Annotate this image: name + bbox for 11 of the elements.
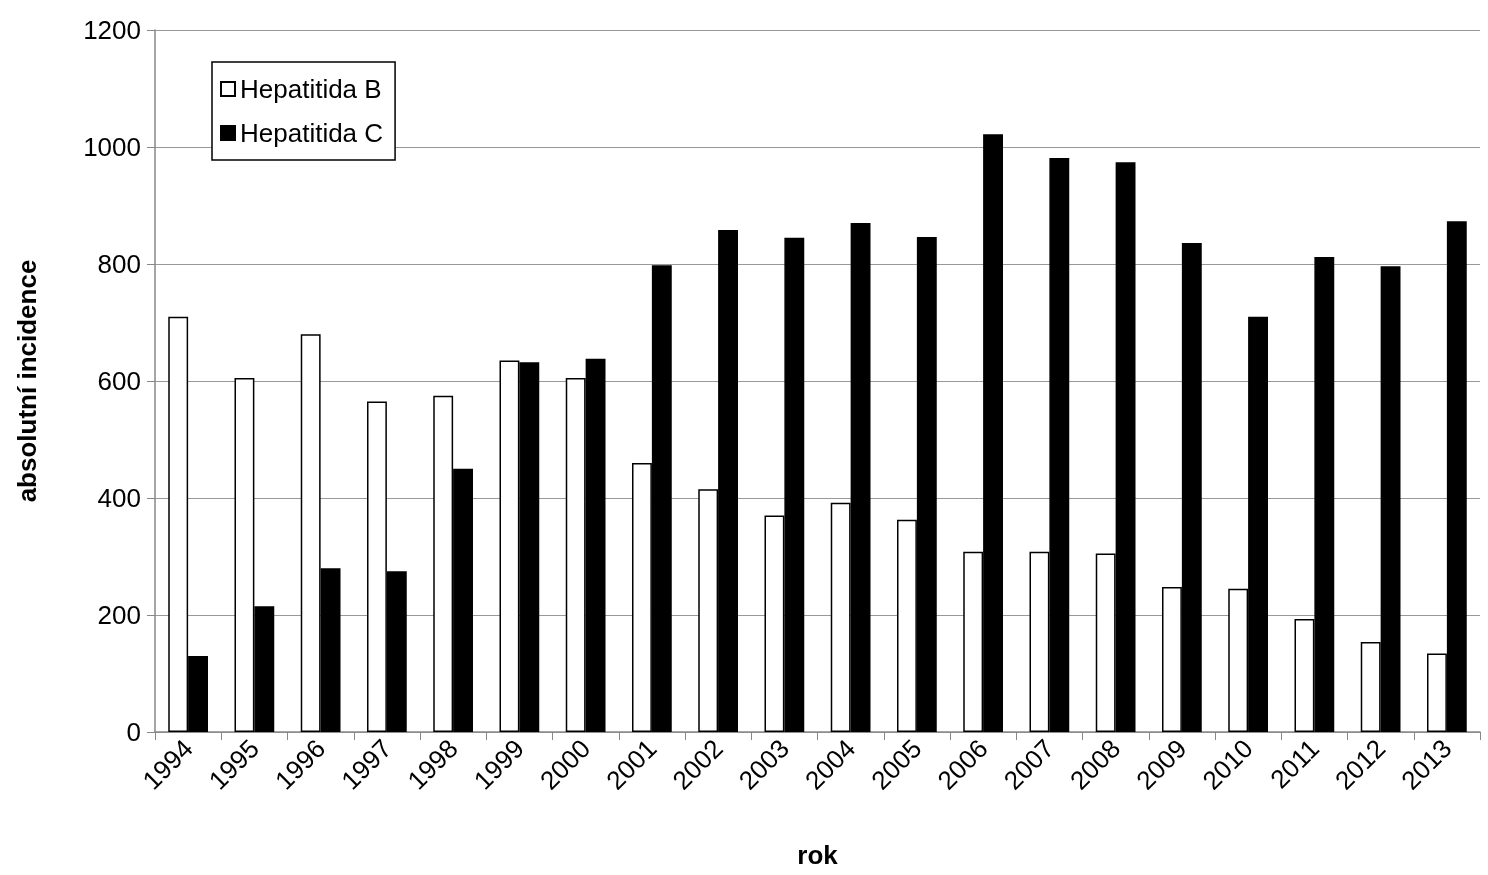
y-tick-label: 1000 xyxy=(83,132,141,162)
legend-label: Hepatitida B xyxy=(240,74,382,104)
x-axis-title: rok xyxy=(797,840,839,870)
y-tick-label: 0 xyxy=(126,717,141,747)
y-tick-label: 400 xyxy=(97,483,141,513)
y-tick-label: 200 xyxy=(97,600,141,630)
legend-label: Hepatitida C xyxy=(240,118,384,148)
y-tick-label: 800 xyxy=(97,249,141,279)
y-tick-label: 1200 xyxy=(83,15,141,45)
y-axis-title: absolutní incidence xyxy=(12,259,42,503)
y-tick-label: 600 xyxy=(97,366,141,396)
